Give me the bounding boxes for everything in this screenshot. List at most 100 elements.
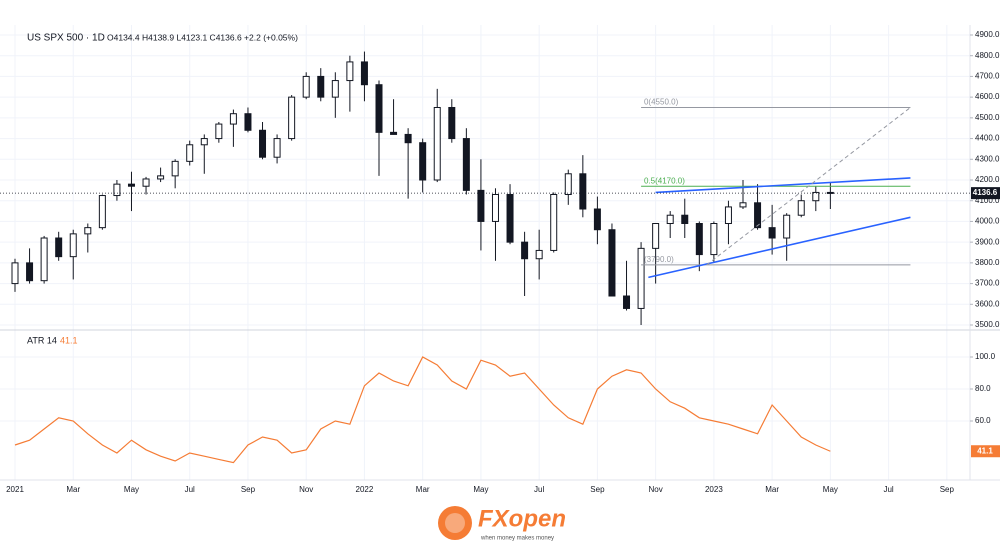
candle-body: [11, 262, 19, 285]
trendline: [655, 177, 911, 194]
atr-tag: [971, 445, 1000, 458]
symbol: US SPX 500 · 1D: [27, 33, 105, 44]
candle-body: [84, 227, 92, 235]
candle-body: [812, 191, 820, 202]
candle-body: [477, 189, 485, 222]
y-tick-label: 4600.0: [975, 92, 1000, 101]
logo-icon: [438, 506, 472, 540]
x-tick-label: Jul: [185, 485, 195, 494]
candle-body: [652, 223, 660, 249]
candle-body: [157, 175, 165, 180]
x-tick-label: May: [473, 485, 488, 494]
x-tick-label: 2021: [6, 485, 24, 494]
last-price-tag: [971, 187, 1000, 200]
candle-body: [521, 241, 529, 260]
x-tick-label: Sep: [940, 485, 955, 494]
candle-body: [26, 262, 34, 282]
candle-body: [695, 223, 703, 256]
candle-body: [724, 206, 732, 225]
candle-body: [346, 61, 354, 82]
candle-body: [171, 160, 179, 177]
candle-body: [302, 75, 310, 98]
fib-label: 0.5(4170.0): [644, 176, 685, 185]
x-tick-label: Nov: [299, 485, 313, 494]
candle-body: [433, 106, 441, 181]
x-tick-label: Sep: [590, 485, 605, 494]
y-tick-label: 4400.0: [975, 134, 1000, 143]
atr-line: [14, 356, 831, 464]
candle-body: [681, 214, 689, 225]
candle-body: [797, 200, 805, 216]
logo-brand: FXopen: [478, 505, 566, 532]
candle-body: [200, 138, 208, 146]
candle-body: [186, 144, 194, 162]
candle-body: [40, 237, 48, 282]
candle-body: [535, 249, 543, 260]
candle-body: [113, 183, 121, 197]
y-tick-label: 4100.0: [975, 196, 1000, 205]
candle-body: [288, 96, 296, 140]
candle-body: [55, 237, 63, 258]
candle-body: [491, 194, 499, 222]
candle-body: [259, 129, 267, 158]
y-tick-label: 60.0: [975, 416, 991, 425]
last-price-label: 4136.6: [973, 188, 998, 197]
candle-body: [564, 173, 572, 196]
candle-body: [317, 75, 325, 98]
candle-body: [127, 183, 135, 187]
x-tick-label: Jul: [534, 485, 544, 494]
logo-icon-inner: [445, 513, 465, 533]
x-tick-label: Mar: [765, 485, 779, 494]
y-tick-label: 4200.0: [975, 175, 1000, 184]
x-tick-label: Mar: [416, 485, 430, 494]
y-tick-label: 4900.0: [975, 30, 1000, 39]
atr-value: 41.1: [60, 335, 78, 345]
y-tick-label: 100.0: [975, 352, 996, 361]
candle-body: [637, 247, 645, 309]
candle-body: [506, 194, 514, 243]
y-tick-label: 3800.0: [975, 258, 1000, 267]
fib-label: 0(4550.0): [644, 98, 679, 107]
candle-body: [331, 80, 339, 98]
logo-tagline: when money makes money: [480, 536, 554, 542]
candle-body: [579, 173, 587, 210]
candle-body: [98, 195, 106, 229]
candle-body: [419, 142, 427, 181]
candle-body: [608, 229, 616, 297]
x-tick-label: Sep: [241, 485, 256, 494]
y-tick-label: 4000.0: [975, 217, 1000, 226]
x-tick-label: 2022: [356, 485, 374, 494]
candle-body: [244, 113, 252, 131]
candle-body: [783, 214, 791, 239]
x-tick-label: May: [124, 485, 139, 494]
fib-label: (3790.0): [644, 255, 674, 264]
candle-body: [229, 113, 237, 125]
candle-body: [273, 138, 281, 158]
candle-body: [593, 208, 601, 231]
x-tick-label: Jul: [883, 485, 893, 494]
trendline: [706, 107, 911, 266]
x-tick-label: Mar: [66, 485, 80, 494]
candle-body: [360, 61, 368, 86]
y-tick-label: 4300.0: [975, 154, 1000, 163]
candle-body: [826, 191, 834, 194]
x-tick-label: 2023: [705, 485, 723, 494]
candle-body: [550, 194, 558, 251]
candle-body: [215, 123, 223, 140]
y-tick-label: 3500.0: [975, 320, 1000, 329]
candle-body: [390, 131, 398, 135]
y-tick-label: 4500.0: [975, 113, 1000, 122]
candle-body: [448, 106, 456, 140]
candle-body: [739, 202, 747, 208]
candle-body: [404, 133, 412, 144]
candle-body: [142, 178, 150, 187]
atr-tag-label: 41.1: [977, 446, 993, 455]
candle-body: [666, 214, 674, 225]
x-tick-label: Nov: [649, 485, 663, 494]
candle-body: [754, 202, 762, 229]
y-tick-label: 4700.0: [975, 72, 1000, 81]
candle-body: [768, 227, 776, 239]
candle-body: [375, 84, 383, 133]
